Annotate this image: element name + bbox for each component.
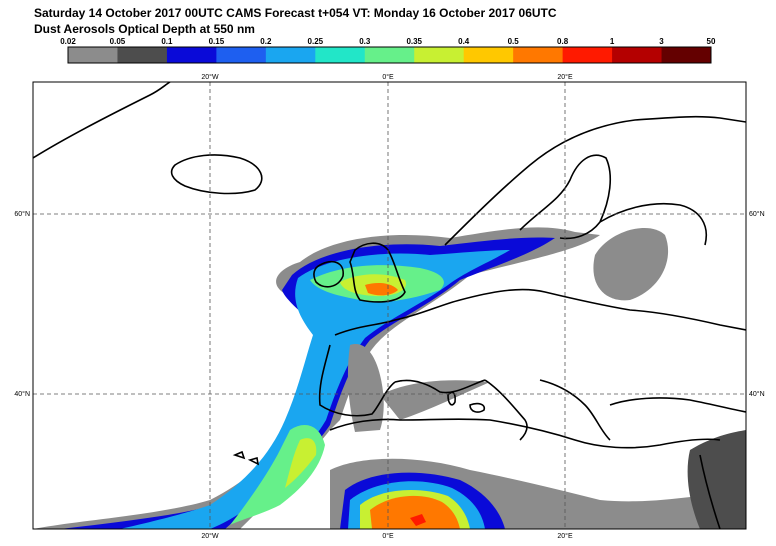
lon-label-bottom: 20°E [557,532,573,540]
colorbar-label: 0.8 [557,37,569,46]
map-frame [32,81,747,530]
colorbar-label: 0.2 [260,37,272,46]
map-title: Saturday 14 October 2017 00UTC CAMS Fore… [34,6,557,20]
lon-label-top: 20°E [557,73,573,81]
colorbar-label: 50 [707,37,716,46]
colorbar-label: 1 [610,37,615,46]
colorbar-label: 0.5 [508,37,520,46]
lat-label-left: 60°N [14,210,30,218]
colorbar-swatch [315,47,366,63]
colorbar-label: 0.15 [209,37,225,46]
colorbar-label: 0.35 [406,37,422,46]
colorbar-label: 0.05 [110,37,126,46]
colorbar-swatch [364,47,415,63]
colorbar-label: 3 [659,37,664,46]
colorbar-swatch [612,47,663,63]
colorbar-swatch [513,47,564,63]
colorbar-swatch [68,47,118,63]
lon-label-top: 0°E [382,73,394,81]
lat-label-left: 40°N [14,390,30,398]
colorbar-swatch [661,47,712,63]
colorbar-swatch [463,47,514,63]
colorbar-border [67,46,712,64]
lon-label-bottom: 20°W [201,532,219,540]
colorbar-swatch [117,47,168,63]
lat-label-right: 40°N [749,390,765,398]
colorbar-label: 0.3 [359,37,371,46]
graticule [33,82,746,529]
colorbar-swatch [216,47,267,63]
colorbar-swatch [414,47,465,63]
coastlines [33,82,746,529]
lon-label-bottom: 0°E [382,532,394,540]
lat-label-right: 60°N [749,210,765,218]
colorbar-swatch [562,47,613,63]
colorbar-label: 0.1 [161,37,173,46]
colorbar-label: 0.02 [60,37,76,46]
colorbar-swatch [166,47,217,63]
colorbar-label: 0.4 [458,37,470,46]
colorbar-label: 0.25 [308,37,324,46]
colorbar: 0.02 0.05 0.1 0.15 0.2 0.25 0.3 0.35 0.4 0.5 0.8 1 3… [60,37,716,64]
colorbar-swatch [265,47,316,63]
map-subtitle: Dust Aerosols Optical Depth at 550 nm [34,22,255,36]
lon-label-top: 20°W [201,73,219,81]
